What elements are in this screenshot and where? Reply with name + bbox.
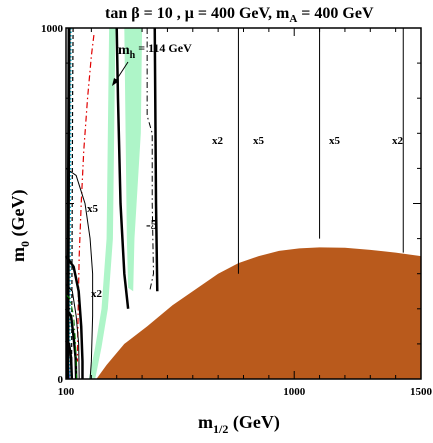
region-wmap-green-band-right [124,28,143,292]
y-tick-label: 1000 [41,23,64,35]
contour-label-x5-right: x5 [329,135,341,147]
mh-arrowhead [112,78,119,86]
x-tick-label: 1500 [410,386,433,398]
contour-label-x5-left: x5 [87,203,99,215]
series-line-inner-dashdot-green [65,294,78,380]
x-axis-label: m1/2 (GeV) [198,412,280,436]
series-line-inner-thick-1 [64,255,84,379]
series-line-inner-small [65,339,74,380]
plot-frame [65,27,422,380]
series-line-inner-thin-2 [65,283,80,380]
series-line-x2-mid [153,27,159,292]
region-wmap-green-band-left [88,28,116,379]
series-line-dashdot-mid [146,28,154,292]
series-line-x5-loop [65,167,94,380]
contour-label-minus5: -5 [146,218,158,233]
regions-layer [66,28,421,379]
x-tick-label: 1000 [283,386,306,398]
region-excluded-charged-lsp [96,247,421,379]
mh-label: mh = 114 GeV [118,41,192,61]
contour-label-x2-left: x2 [91,288,103,300]
x-tick-label: 100 [58,386,75,398]
mh-arrow-line [114,61,129,83]
contour-label-x5-upper: x5 [253,135,265,147]
y-tick-label: 0 [58,374,64,386]
series-line-minus5 [115,27,130,309]
contour-label-x2-right: x2 [392,135,404,147]
y-axis-label: m0 (GeV) [8,190,32,262]
chart-title: tan β = 10 , μ = 400 GeV, mA = 400 GeV [105,5,374,25]
contour-label-x2-upper: x2 [212,135,224,147]
